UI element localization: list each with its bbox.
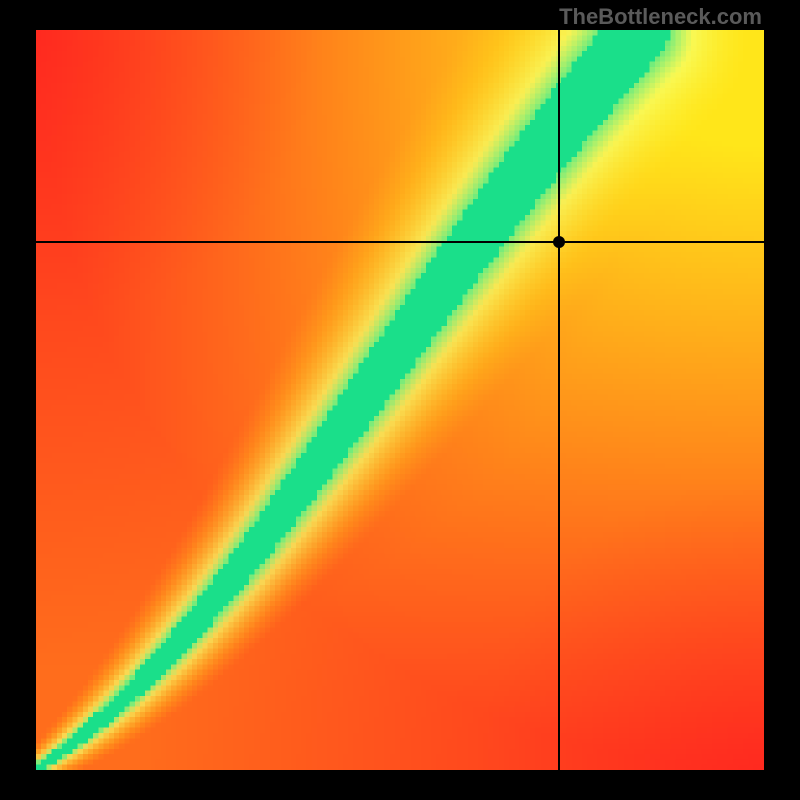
crosshair-vertical	[558, 30, 560, 770]
watermark-text: TheBottleneck.com	[559, 4, 762, 30]
crosshair-horizontal	[36, 241, 764, 243]
chart-container: TheBottleneck.com	[0, 0, 800, 800]
bottleneck-heatmap	[36, 30, 764, 770]
crosshair-marker	[553, 236, 565, 248]
